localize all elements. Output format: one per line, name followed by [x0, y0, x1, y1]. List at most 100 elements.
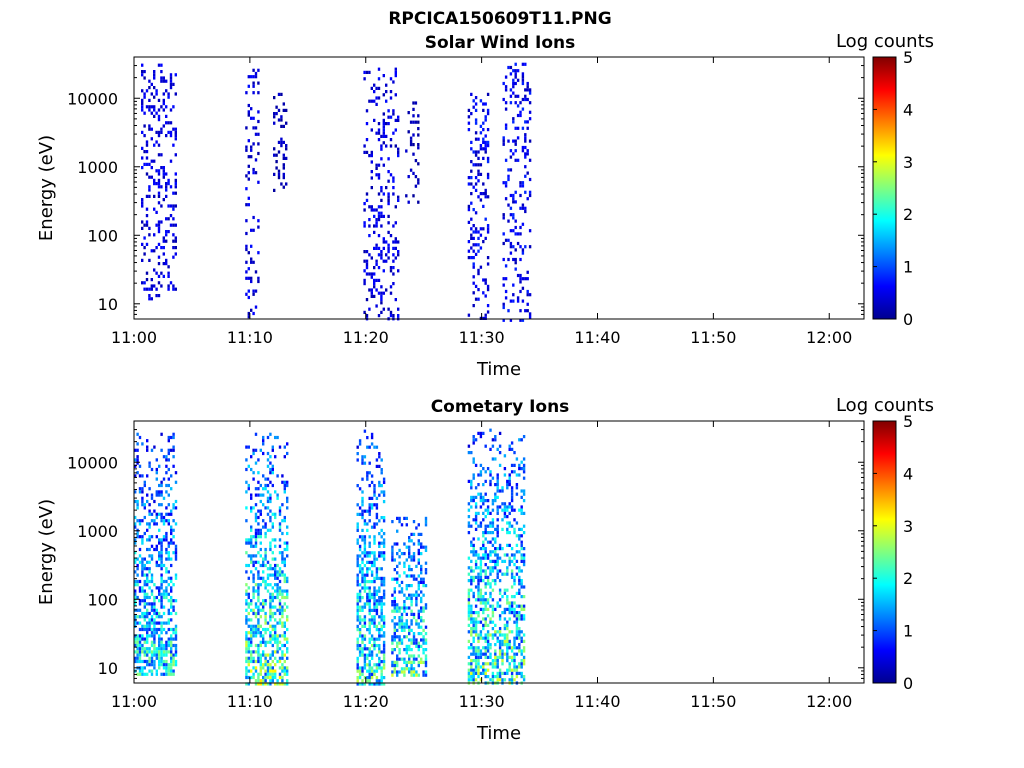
heatmap-cell: [501, 518, 504, 522]
heatmap-cell: [148, 624, 151, 628]
heatmap-cell: [479, 131, 483, 135]
heatmap-cell: [358, 631, 362, 635]
heatmap-cell: [160, 70, 163, 74]
heatmap-cell: [385, 186, 388, 190]
heatmap-cell: [484, 646, 487, 650]
heatmap-cell: [136, 557, 139, 561]
heatmap-cell: [172, 432, 175, 436]
heatmap-cell: [172, 663, 175, 667]
heatmap-cell: [141, 204, 144, 208]
heatmap-cell: [252, 666, 255, 670]
heatmap-cell: [410, 532, 413, 536]
heatmap-cell: [153, 86, 156, 90]
heatmap-cell: [361, 528, 364, 532]
heatmap-cell: [520, 460, 523, 464]
heatmap-cell: [138, 602, 142, 606]
heatmap-cell: [252, 448, 255, 452]
heatmap-cell: [486, 304, 490, 308]
heatmap-cell: [417, 552, 420, 556]
heatmap-cell: [145, 89, 149, 93]
heatmap-cell: [382, 624, 386, 628]
heatmap-cell: [245, 490, 248, 494]
heatmap-cell: [368, 650, 371, 654]
heatmap-cell: [245, 675, 248, 680]
heatmap-cell: [278, 445, 282, 449]
heatmap-cell: [252, 554, 255, 558]
heatmap-cell: [262, 570, 265, 574]
heatmap-cell: [472, 163, 475, 167]
heatmap-cell: [245, 148, 248, 152]
heatmap-cell: [169, 121, 173, 125]
heatmap-cell: [358, 512, 362, 516]
heatmap-cell: [410, 596, 413, 600]
heatmap-cell: [356, 676, 359, 680]
heatmap-cell: [361, 461, 364, 465]
heatmap-cell: [150, 287, 153, 291]
heatmap-cell: [134, 579, 137, 584]
heatmap-cell: [271, 471, 274, 475]
heatmap-cell: [250, 75, 253, 79]
heatmap-cell: [266, 477, 270, 481]
heatmap-cell: [474, 108, 478, 112]
heatmap-cell: [479, 579, 483, 583]
heatmap-cell: [467, 662, 471, 666]
heatmap-cell: [482, 518, 485, 522]
heatmap-cell: [507, 177, 510, 182]
heatmap-cell: [162, 627, 166, 632]
heatmap-cell: [498, 678, 502, 682]
heatmap-cell: [472, 435, 475, 439]
heatmap-cell: [415, 577, 418, 581]
heatmap-cell: [136, 659, 139, 664]
heatmap-cell: [472, 630, 475, 634]
heatmap-cell: [269, 496, 272, 500]
heatmap-cell: [174, 236, 177, 240]
heatmap-cell: [146, 650, 149, 654]
heatmap-cell: [380, 484, 383, 488]
heatmap-cell: [155, 458, 158, 462]
heatmap-cell: [382, 557, 386, 561]
heatmap-cell: [489, 553, 492, 557]
heatmap-cell: [363, 605, 367, 609]
heatmap-cell: [521, 277, 525, 281]
heatmap-cell: [474, 678, 478, 682]
heatmap-cell: [278, 605, 282, 609]
heatmap-cell: [148, 233, 151, 237]
heatmap-cell: [420, 542, 423, 546]
heatmap-cell: [153, 627, 156, 632]
heatmap-cell: [150, 650, 154, 654]
heatmap-cell: [283, 515, 286, 520]
heatmap-cell: [281, 589, 284, 593]
heatmap-cell: [266, 669, 270, 673]
heatmap-cell: [377, 246, 381, 250]
heatmap-cell: [361, 669, 364, 673]
heatmap-cell: [467, 591, 471, 595]
heatmap-cell: [403, 660, 406, 664]
heatmap-cell: [283, 547, 286, 552]
heatmap-cell: [412, 577, 416, 581]
heatmap-cell: [155, 210, 158, 214]
heatmap-cell: [259, 483, 262, 488]
heatmap-cell: [479, 575, 483, 579]
heatmap-cell: [278, 666, 282, 670]
heatmap-cell: [498, 431, 502, 435]
heatmap-cell: [412, 532, 416, 536]
heatmap-cell: [515, 543, 519, 547]
heatmap-cell: [394, 67, 397, 71]
heatmap-cell: [269, 499, 272, 504]
heatmap-cell: [378, 541, 381, 545]
heatmap-cell: [143, 111, 146, 115]
heatmap-cell: [506, 531, 509, 535]
heatmap-cell: [366, 656, 369, 660]
heatmap-cell: [285, 156, 288, 160]
heatmap-cell: [266, 576, 270, 580]
heatmap-cell: [470, 662, 473, 666]
heatmap-cell: [153, 624, 156, 628]
heatmap-cell: [400, 552, 404, 556]
heatmap-cell: [274, 538, 277, 542]
heatmap-cell: [375, 102, 378, 106]
heatmap-cell: [380, 471, 383, 475]
heatmap-cell: [174, 499, 178, 504]
heatmap-cell: [474, 505, 478, 509]
heatmap-cell: [370, 150, 373, 154]
heatmap-cell: [373, 624, 376, 628]
